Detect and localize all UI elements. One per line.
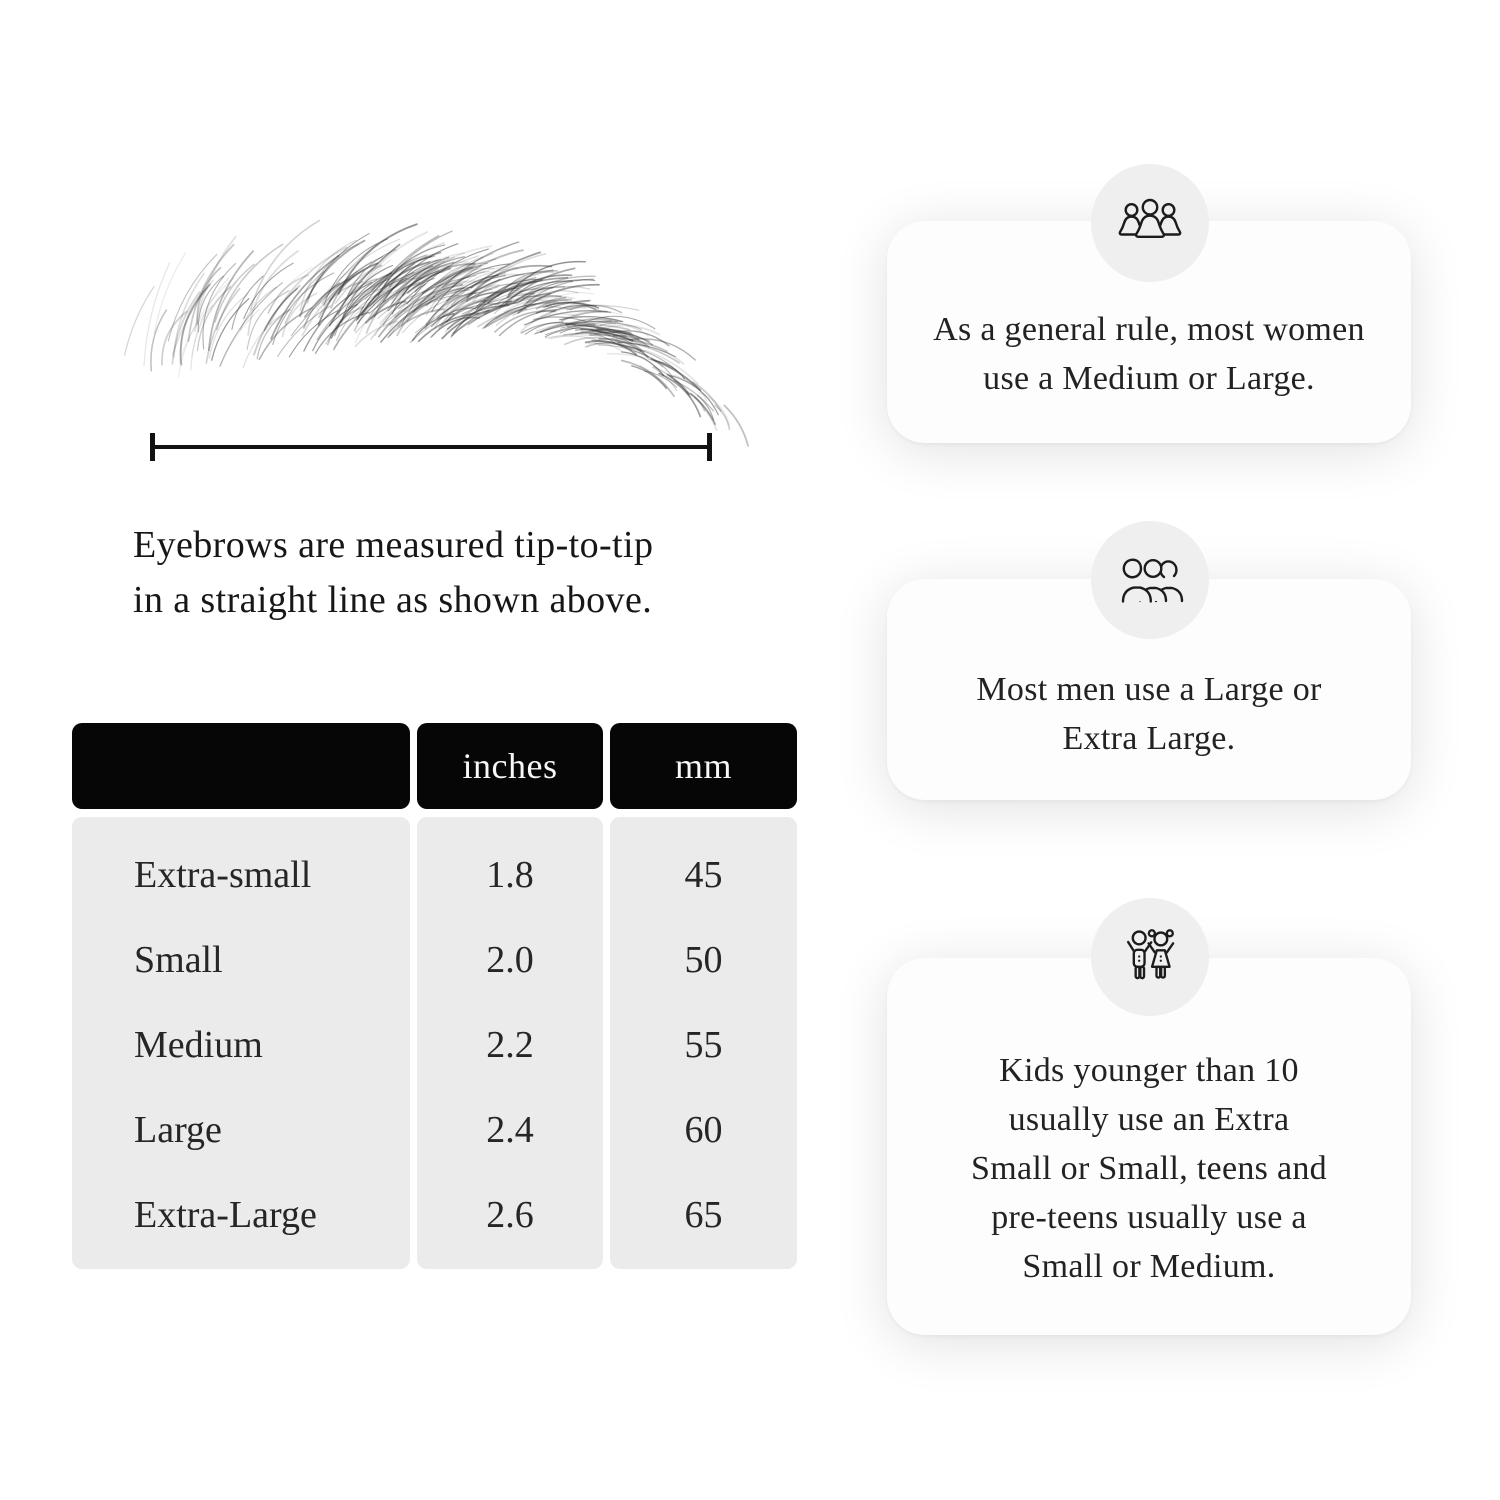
card-men-line-2: Extra Large. [1062, 720, 1236, 757]
measurement-line [150, 433, 712, 461]
table-cell-inches: 2.0 [486, 939, 534, 982]
caption-line-2: in a straight line as shown above. [133, 579, 653, 621]
card-kids: Kids younger than 10 usually use an Extr… [887, 958, 1411, 1335]
table-row-label: Extra-small [134, 854, 312, 897]
table-cell-mm: 45 [684, 854, 723, 897]
table-cell-mm: 55 [684, 1023, 723, 1066]
table-header-mm: mm [610, 723, 797, 809]
card-kids-line-2: usually use an Extra [1008, 1101, 1290, 1138]
card-kids-line-3: Small or Small, teens and [971, 1150, 1327, 1187]
table-column-size: Extra-small Small Medium Large Extra-Lar… [72, 817, 410, 1269]
women-icon-circle [1091, 164, 1209, 282]
table-row-label: Small [134, 939, 223, 982]
card-kids-line-4: pre-teens usually use a [991, 1199, 1307, 1236]
card-women-line-2: use a Medium or Large. [983, 360, 1315, 397]
table-cell-mm: 65 [684, 1193, 723, 1236]
figure-caption: Eyebrows are measured tip-to-tip in a st… [133, 518, 773, 628]
eyebrow-sketch [123, 219, 749, 447]
kids-icon [1126, 929, 1175, 980]
table-header-inches: inches [417, 723, 603, 809]
table-row-label: Extra-Large [134, 1193, 317, 1236]
table-row-label: Medium [134, 1023, 263, 1066]
table-cell-inches: 2.2 [486, 1023, 534, 1066]
card-kids-line-5: Small or Medium. [1022, 1248, 1276, 1285]
table-row-label: Large [134, 1108, 222, 1151]
caption-line-1: Eyebrows are measured tip-to-tip [133, 524, 654, 566]
men-group-icon [1121, 558, 1184, 603]
table-cell-mm: 50 [684, 939, 723, 982]
kids-icon-circle [1091, 898, 1209, 1016]
table-cell-mm: 60 [684, 1108, 723, 1151]
table-cell-inches: 2.4 [486, 1108, 534, 1151]
men-icon-circle [1091, 521, 1209, 639]
table-header-size [72, 723, 410, 809]
card-kids-line-1: Kids younger than 10 [999, 1052, 1299, 1089]
table-column-inches: 1.8 2.0 2.2 2.4 2.6 [417, 817, 603, 1269]
women-group-icon [1118, 198, 1182, 238]
table-column-mm: 45 50 55 60 65 [610, 817, 797, 1269]
table-cell-inches: 2.6 [486, 1193, 534, 1236]
card-women-line-1: As a general rule, most women [933, 311, 1365, 348]
table-cell-inches: 1.8 [486, 854, 534, 897]
card-men-line-1: Most men use a Large or [976, 671, 1322, 708]
